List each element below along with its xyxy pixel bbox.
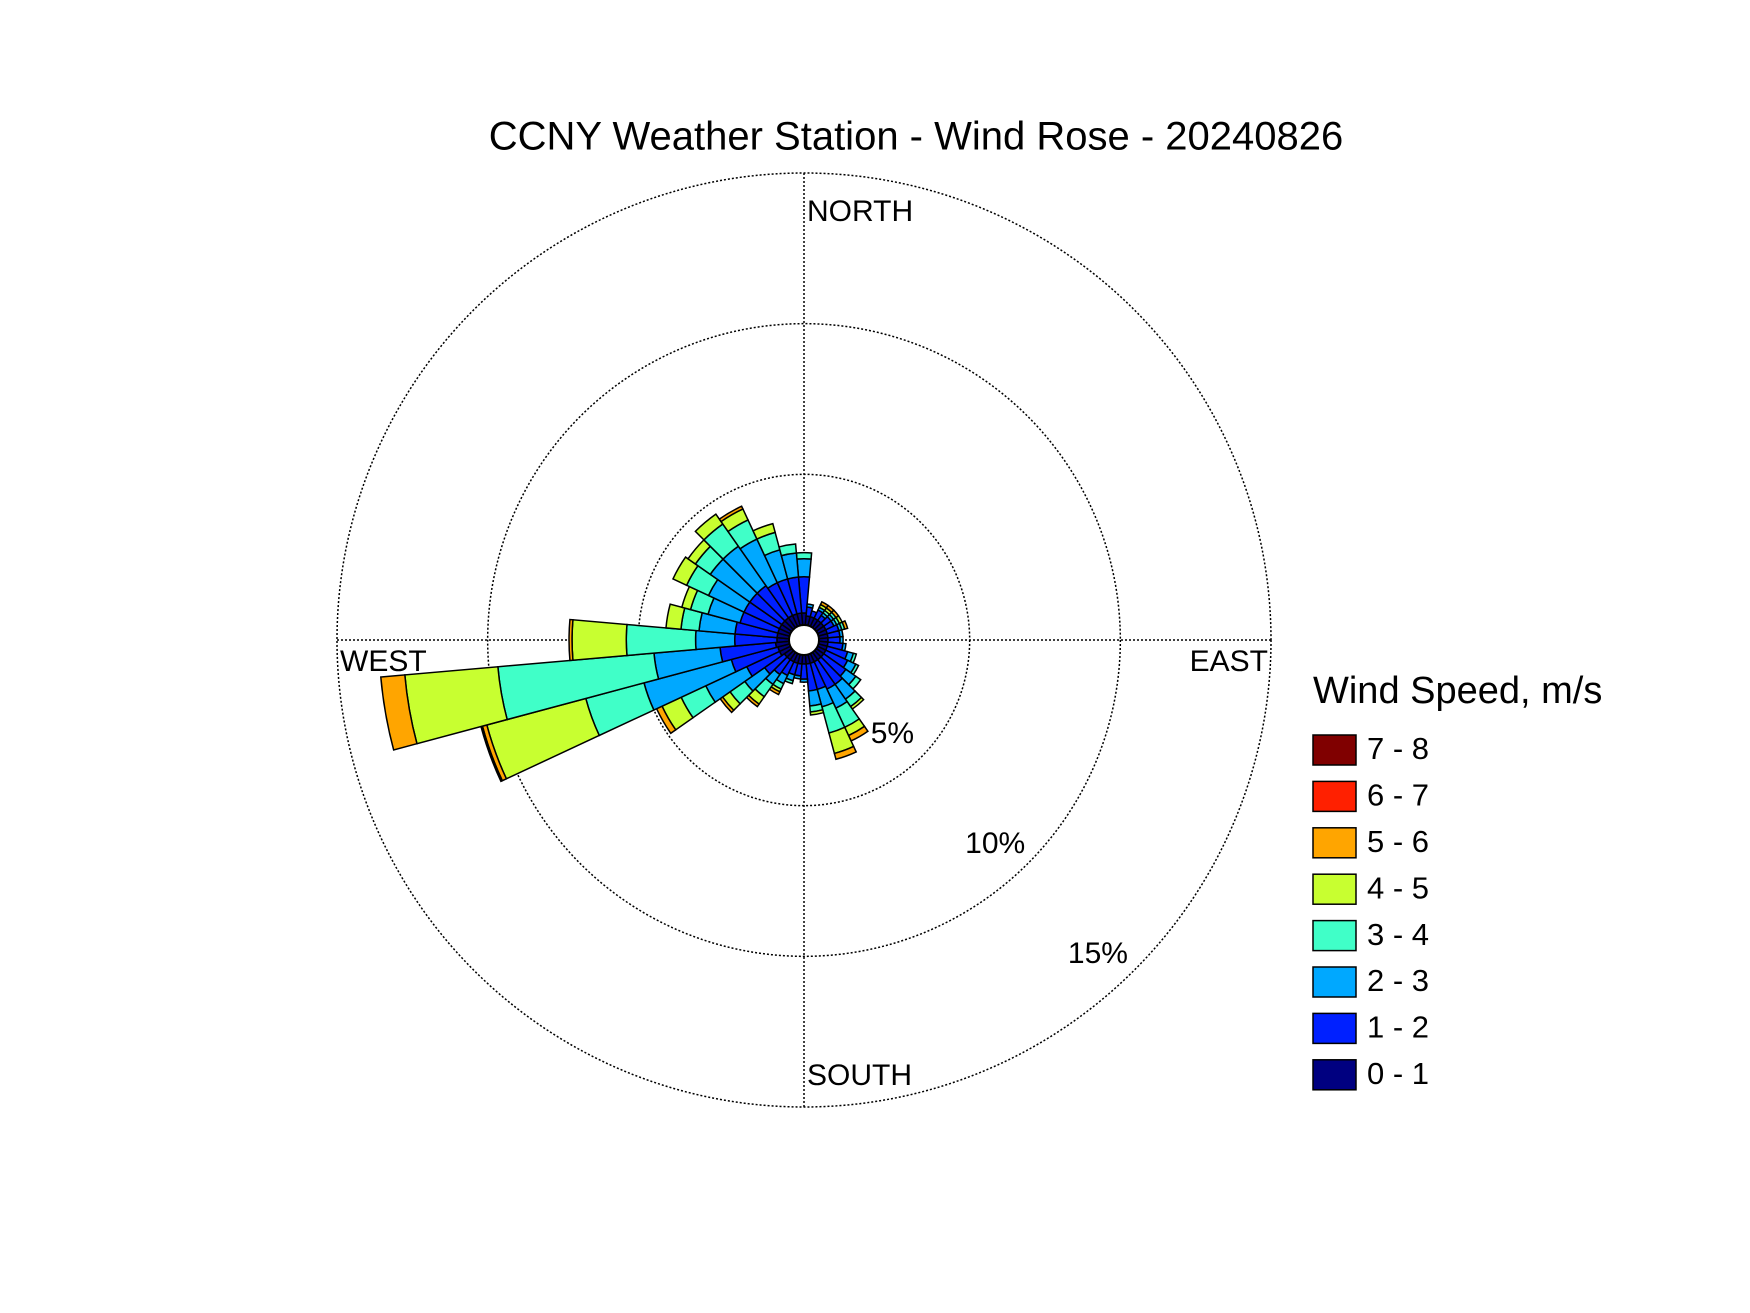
wedge-segment: [795, 551, 813, 560]
wedge-segment: [571, 618, 628, 662]
legend-swatch: [1312, 1012, 1357, 1045]
legend-label: 0 - 1: [1367, 1056, 1429, 1091]
wedge-segment: [752, 522, 777, 541]
legend-swatch: [1312, 780, 1357, 813]
legend-swatch: [1312, 734, 1357, 766]
wedge-segment: [778, 543, 798, 557]
legend-label: 1 - 2: [1367, 1010, 1429, 1045]
wedge-segment: [694, 513, 724, 541]
legend-label: 2 - 3: [1367, 963, 1429, 998]
legend-label: 3 - 4: [1367, 917, 1429, 952]
legend-swatch: [1312, 919, 1357, 952]
wedge-segment: [671, 556, 699, 587]
wedge-segment: [665, 603, 686, 631]
wedge-segment: [809, 708, 825, 716]
wedge-segment: [718, 505, 744, 523]
wedge-segment: [796, 557, 812, 578]
legend-label: 7 - 8: [1367, 731, 1429, 766]
compass-label: WEST: [340, 645, 427, 678]
compass-label: SOUTH: [807, 1059, 912, 1092]
legend-label: 6 - 7: [1367, 778, 1429, 813]
center-hole: [788, 624, 820, 656]
r-tick-label: 10%: [965, 827, 1025, 860]
wedge-segment: [806, 603, 815, 609]
chart-title: CCNY Weather Station - Wind Rose - 20240…: [489, 115, 1344, 159]
compass-label: EAST: [1190, 645, 1268, 678]
wedge-segment: [379, 674, 418, 751]
legend-swatch: [1312, 827, 1357, 859]
wedge-segment: [837, 628, 844, 638]
wedge-segment: [841, 619, 849, 631]
grid-ring: [486, 322, 1122, 958]
legend-label: 4 - 5: [1367, 870, 1429, 905]
r-tick-label: 15%: [1068, 937, 1128, 970]
legend-swatch: [1312, 873, 1357, 905]
wedge-segment: [568, 618, 574, 662]
legend-title: Wind Speed, m/s: [1313, 670, 1602, 712]
grid-ring: [336, 172, 1272, 1108]
legend-swatch: [1312, 1059, 1357, 1091]
wedge-segment: [799, 678, 809, 683]
legend-label: 5 - 6: [1367, 824, 1429, 859]
r-tick-label: 5%: [871, 717, 914, 750]
wedge-segment: [839, 635, 844, 645]
legend-swatch: [1312, 966, 1357, 998]
wedge-segment: [833, 745, 858, 761]
compass-label: NORTH: [807, 195, 913, 228]
